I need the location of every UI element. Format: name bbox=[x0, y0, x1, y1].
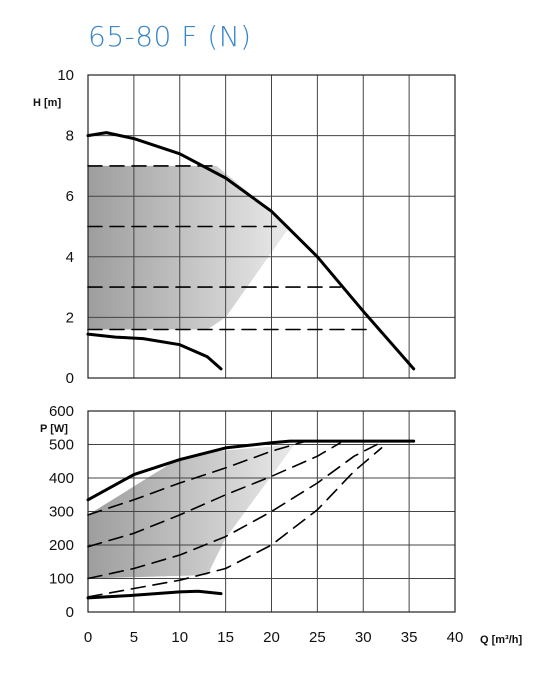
x-tick-label: 25 bbox=[309, 629, 326, 646]
operating-range-shade bbox=[88, 165, 290, 330]
solid-curve bbox=[86, 332, 223, 371]
solid-curve bbox=[86, 589, 223, 600]
y-tick-label: 0 bbox=[66, 370, 74, 387]
x-tick-label: 30 bbox=[355, 629, 372, 646]
y-tick-label: 6 bbox=[66, 188, 74, 205]
x-tick-label: 0 bbox=[84, 629, 92, 646]
dashed-curve bbox=[87, 447, 383, 598]
y-tick-label: 200 bbox=[49, 537, 74, 554]
y-tick-label: 600 bbox=[49, 403, 74, 420]
x-tick-label: 40 bbox=[447, 629, 464, 646]
y-tick-label: 100 bbox=[49, 571, 74, 588]
x-tick-label: 20 bbox=[263, 629, 280, 646]
x-tick-label: 35 bbox=[401, 629, 418, 646]
y-axis-label: H [m] bbox=[33, 97, 61, 109]
x-axis-label: Q [m³/h] bbox=[480, 634, 522, 646]
y-tick-label: 400 bbox=[49, 470, 74, 487]
x-tick-label: 5 bbox=[130, 629, 138, 646]
y-tick-label: 4 bbox=[66, 249, 74, 266]
y-tick-label: 0 bbox=[66, 604, 74, 621]
dashed-curve bbox=[87, 442, 342, 548]
y-tick-label: 8 bbox=[66, 128, 74, 145]
dashed-curve bbox=[87, 441, 305, 516]
y-tick-label: 2 bbox=[66, 309, 74, 326]
plot-frame bbox=[87, 410, 456, 613]
chart-title: 65-80 F (N) bbox=[88, 20, 252, 53]
x-tick-label: 15 bbox=[217, 629, 234, 646]
y-axis-label: P [W] bbox=[40, 423, 68, 435]
solid-curve bbox=[86, 131, 416, 371]
x-tick-label: 10 bbox=[171, 629, 188, 646]
dashed-curve bbox=[87, 443, 378, 580]
solid-curve bbox=[86, 439, 416, 502]
y-tick-label: 500 bbox=[49, 437, 74, 454]
y-tick-label: 10 bbox=[57, 67, 74, 84]
y-tick-label: 300 bbox=[49, 504, 74, 521]
